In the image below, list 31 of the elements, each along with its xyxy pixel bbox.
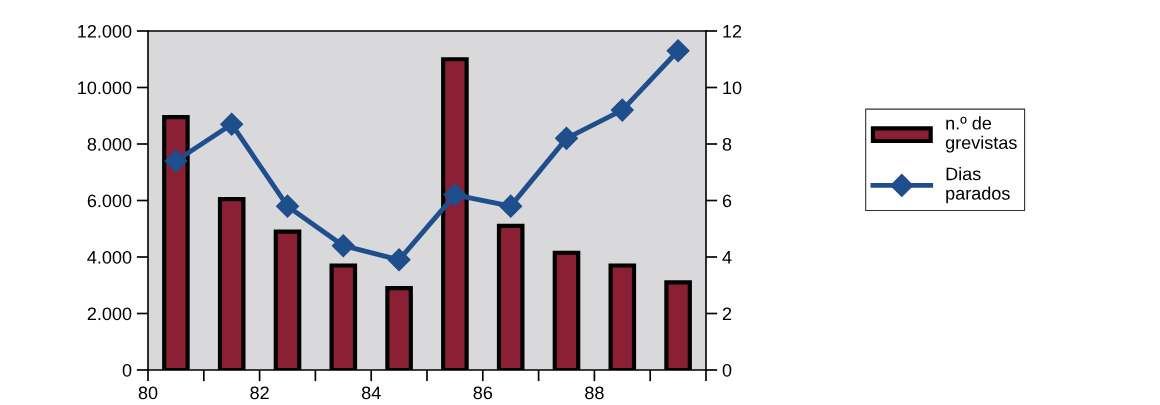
point xyxy=(331,234,355,258)
y-tick-label: 2.000 xyxy=(87,307,132,321)
x-tick-label: 82 xyxy=(250,386,269,400)
x-tick-label: 80 xyxy=(138,386,158,400)
x-tick-label: 86 xyxy=(473,386,493,400)
point xyxy=(276,194,299,218)
y-tick-label: 4.000 xyxy=(87,250,132,264)
y2-tick-label: 10 xyxy=(723,81,742,95)
point xyxy=(387,248,411,272)
y2-tick-label: 0 xyxy=(722,363,732,377)
x-tick-label: 88 xyxy=(585,386,604,400)
point xyxy=(666,39,690,63)
y2-tick-label: 8 xyxy=(722,137,732,151)
point xyxy=(610,98,634,122)
point xyxy=(499,194,523,218)
point xyxy=(443,183,467,207)
point xyxy=(220,112,244,136)
y2-tick-label: 12 xyxy=(723,24,742,38)
y-tick-label: 8.000 xyxy=(87,137,132,151)
x-tick-label: 84 xyxy=(361,386,381,400)
y-tick-label: 6.000 xyxy=(87,194,132,208)
legend-label: n.º de grevistas xyxy=(945,116,1017,153)
y2-tick-label: 2 xyxy=(722,307,732,321)
legend-label: Dias parados xyxy=(946,167,1010,204)
y2-tick-label: 4 xyxy=(722,251,732,264)
y-tick-label: 10.000 xyxy=(78,81,132,95)
y2-tick-label: 6 xyxy=(722,194,732,208)
y-tick-label: 0 xyxy=(122,363,132,377)
y-tick-label: 12.000 xyxy=(78,24,132,38)
point xyxy=(555,126,578,150)
point xyxy=(164,149,188,173)
